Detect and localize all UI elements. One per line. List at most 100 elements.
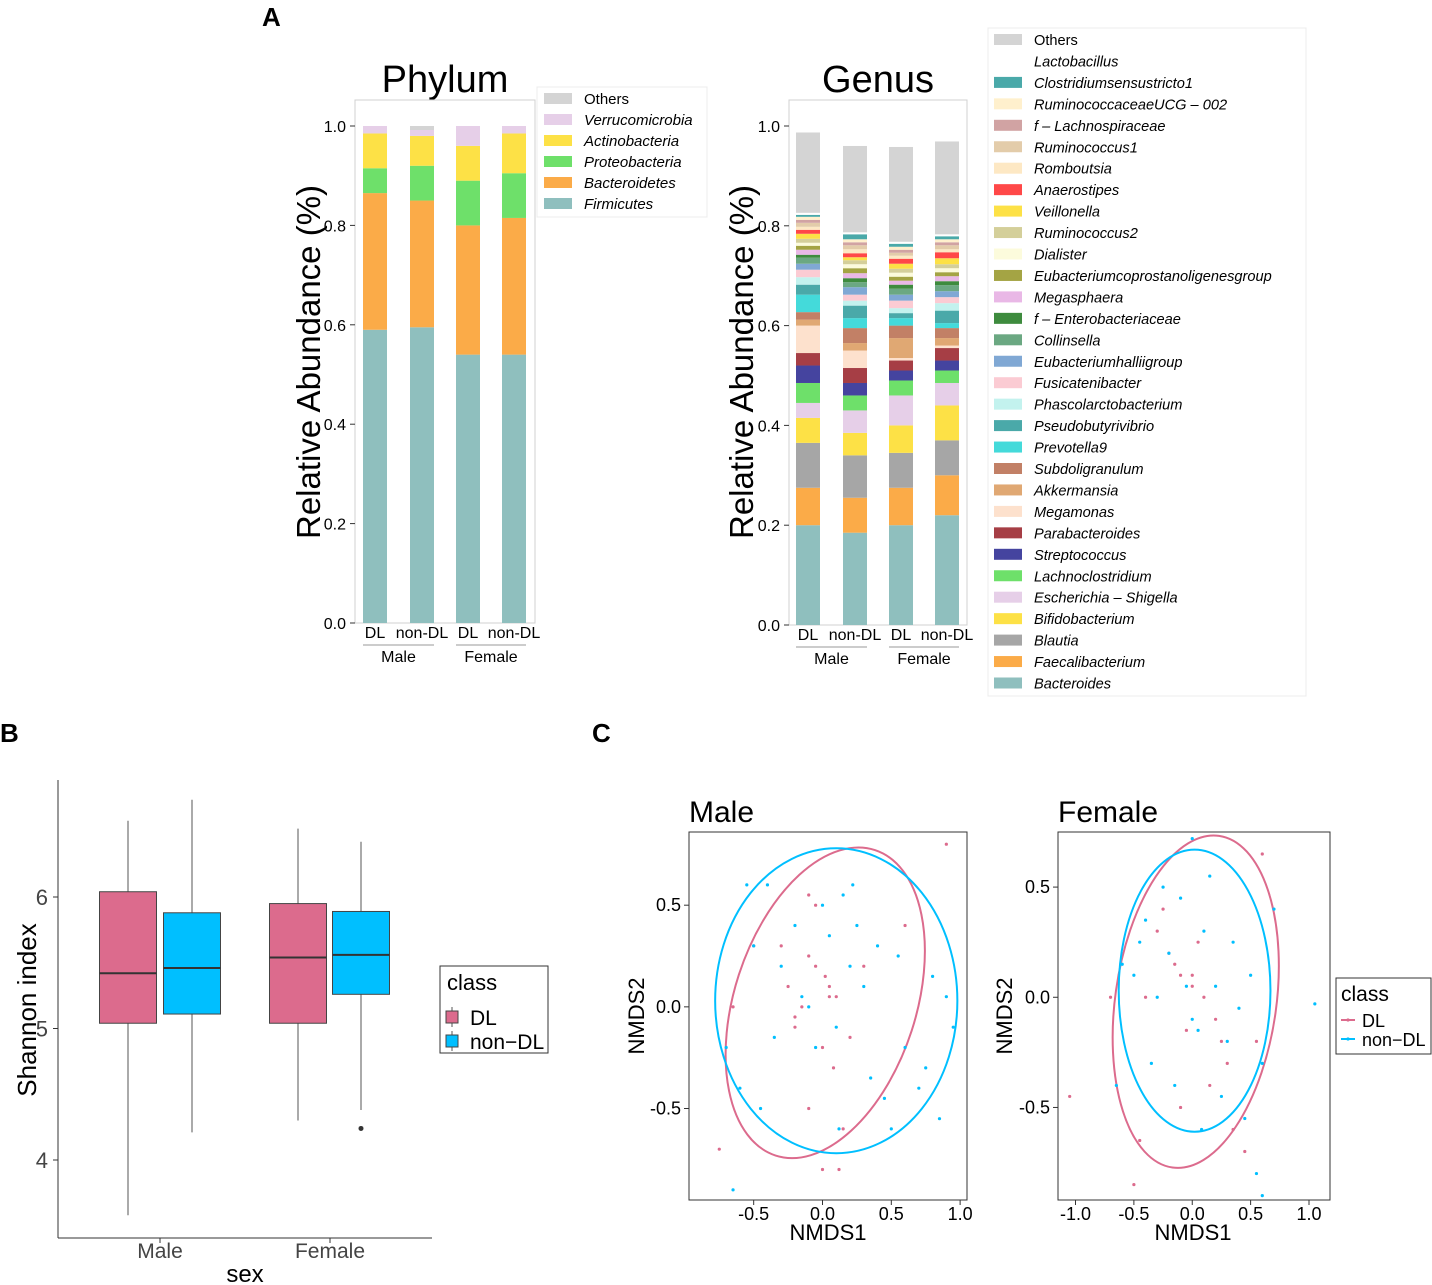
genus-bar-segment (889, 246, 913, 250)
shannon-legend-title: class (447, 970, 497, 995)
phylum-title: Phylum (382, 59, 509, 101)
nmdsm-point (862, 964, 866, 968)
nmdsf-point (1173, 1083, 1177, 1088)
genus-bar-segment (843, 328, 867, 344)
nmdsm-point (758, 1106, 763, 1111)
genus-legend-label: Eubacteriumcoprostanoligenesgroup (1034, 269, 1272, 285)
nmdsm-point (889, 1127, 893, 1131)
nmds-male-chart: Male NMDS2 NMDS1 -0.5 0.0 0.5 1.0 -0.5 0.0 0.5 (624, 796, 973, 1245)
phylum-y-tick-label: 0.0 (324, 616, 346, 633)
genus-bar-segment (889, 525, 913, 625)
genus-bar-segment (796, 525, 820, 625)
phylum-y-tick-label: 0.2 (324, 517, 346, 534)
genus-bar-segment (889, 380, 913, 396)
nmdsm-point (772, 1035, 776, 1039)
genus-bar-segment (889, 487, 913, 526)
phylum-bar-segment (502, 173, 526, 218)
genus-legend-label: Anaerostipes (1033, 183, 1119, 199)
nmds-male-title: Male (689, 796, 754, 829)
nmdsm-ellipse (714, 847, 959, 1155)
shannon-x-axis-label: sex (226, 1261, 263, 1285)
genus-legend-swatch (994, 269, 1022, 281)
phylum-legend-frame (536, 86, 708, 218)
genus-bar-segment (935, 264, 959, 269)
genus-bar-segment (796, 242, 820, 246)
nmdsm-ellipse (724, 846, 926, 1160)
genus-bar-segment (843, 382, 867, 396)
nmdsm-y-tick-label: 0.5 (656, 895, 681, 915)
nmds-female-title: Female (1058, 796, 1158, 829)
phylum-bar-segment (363, 329, 387, 623)
genus-bar-segment (935, 141, 959, 235)
genus-bar-segment (889, 360, 913, 371)
nmdsm-point (937, 1117, 942, 1121)
genus-legend-swatch (994, 334, 1022, 346)
nmdsm-point (765, 883, 770, 887)
genus-bar-segment (935, 348, 959, 361)
genus-bar-segment (843, 257, 867, 261)
phylum-y-tick-label: 0.6 (324, 318, 346, 335)
nmdsf-x-tick-label: 0.0 (1180, 1204, 1205, 1224)
nmdsf-point (1196, 940, 1200, 944)
nmdsf-point (1219, 1039, 1224, 1043)
nmds-female-frame (1057, 831, 1331, 1201)
genus-legend-swatch (994, 291, 1022, 303)
phylum-bar-segment (410, 135, 434, 166)
phylum-y-ticks: 0.0 0.2 0.4 0.6 0.8 1.0 (324, 119, 355, 633)
nmdsf-x-tick-label: 1.0 (1296, 1204, 1321, 1224)
phylum-legend: Others Verrucomicrobia Actinobacteria Prote… (544, 91, 693, 213)
nmdsm-point (827, 995, 831, 999)
phylum-legend-label: Firmicutes (584, 196, 654, 213)
genus-y-tick-label: 0.2 (758, 518, 780, 535)
shannon-y-ticks: 4 5 6 (36, 885, 58, 1173)
nmds-female-points (1068, 837, 1317, 1198)
genus-bar-segment (889, 255, 913, 259)
nmdsf-point (1208, 1083, 1212, 1088)
genus-legend-label: Lachnoclostridium (1034, 569, 1152, 585)
genus-legend-swatch (994, 398, 1022, 410)
genus-bar-segment (889, 395, 913, 426)
shannon-box (332, 910, 390, 995)
nmdsm-point (951, 1025, 955, 1029)
genus-bar-segment (889, 318, 913, 326)
nmdsf-point (1249, 973, 1253, 977)
shannon-y-tick-label: 5 (36, 1017, 48, 1042)
genus-legend-label: Collinsella (1034, 333, 1101, 349)
phylum-bar-segment (363, 193, 387, 330)
genus-bar-segment (796, 263, 820, 270)
genus-x-labels: DL non-DL DL non-DL (798, 627, 974, 644)
phylum-group-label: Male (381, 649, 416, 666)
phylum-bar-segment (410, 129, 434, 136)
nmdsm-point (814, 964, 818, 968)
nmdsm-point (903, 923, 907, 928)
nmdsm-point (800, 995, 804, 999)
genus-bar-segment (843, 455, 867, 498)
genus-legend-label: Bacteroides (1034, 677, 1111, 693)
nmdsm-point (793, 1015, 797, 1019)
genus-legend: Others Lactobacillus Clostridiumsensustric… (994, 33, 1272, 693)
genus-bar-segment (889, 358, 913, 361)
nmdsf-point (1132, 973, 1136, 977)
genus-x-label: DL (798, 627, 819, 644)
genus-legend-swatch (994, 141, 1022, 153)
genus-y-tick-label: 0.8 (758, 219, 780, 236)
genus-bar-segment (935, 281, 959, 286)
nmdsm-point (944, 995, 948, 999)
genus-legend-swatch (994, 119, 1022, 131)
genus-bar-segment (796, 442, 820, 488)
phylum-legend-label: Verrucomicrobia (584, 112, 693, 129)
genus-bar-segment (796, 319, 820, 326)
nmdsm-y-tick-label: 0.0 (656, 997, 681, 1017)
genus-bar-segment (843, 145, 867, 233)
genus-bar-segment (889, 452, 913, 488)
phylum-legend-swatch (544, 198, 572, 209)
genus-y-tick-label: 0.0 (758, 618, 780, 635)
nmdsm-point (820, 1045, 825, 1050)
shannon-legend-label: DL (470, 1007, 497, 1030)
genus-legend-label: f – Enterobacteriaceae (1034, 312, 1181, 328)
genus-bar-segment (935, 285, 959, 292)
genus-bar-segment (796, 219, 820, 223)
nmdsm-point (807, 954, 811, 958)
nmdsm-point (807, 1005, 811, 1009)
nmdsm-x-tick-label: 0.5 (879, 1204, 904, 1224)
